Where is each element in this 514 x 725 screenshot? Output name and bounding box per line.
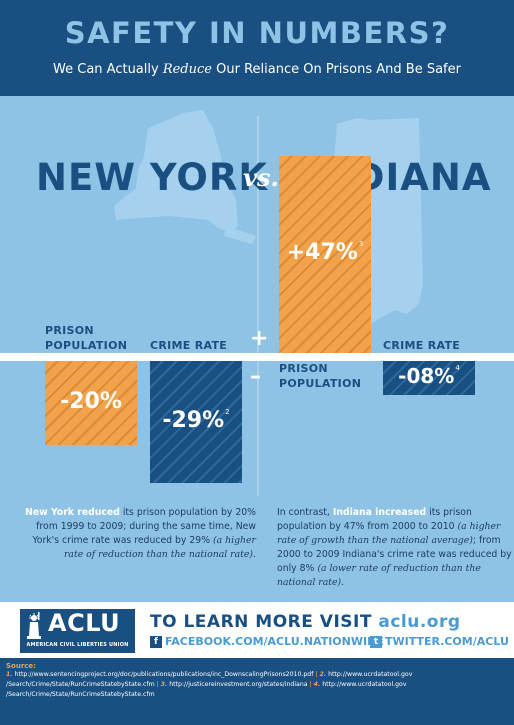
comparison-panel: NEW YORK vs. INDIANA + – PRISON POPULATI… bbox=[0, 96, 514, 602]
facebook-icon: f bbox=[150, 635, 162, 648]
twitter-icon: t bbox=[370, 635, 382, 648]
in-prison-bar: +47%3 bbox=[279, 155, 371, 353]
ny-crime-value-text: -29% bbox=[162, 407, 225, 433]
footer: ACLU AMERICAN CIVIL LIBERTIES UNION TO L… bbox=[0, 602, 514, 658]
source-line-3: /Search/Crime/State/RunCrimeStatebyState… bbox=[6, 690, 508, 700]
header: SAFETY IN NUMBERS? We Can Actually Reduc… bbox=[0, 0, 514, 96]
source-link-4-cont[interactable]: /Search/Crime/State/RunCrimeStatebyState… bbox=[6, 691, 155, 698]
new-york-map-shape bbox=[114, 110, 256, 244]
in-prison-value-text: +47% bbox=[286, 240, 358, 266]
subtitle-text: We Can Actually bbox=[53, 62, 163, 77]
plus-sign: + bbox=[250, 326, 269, 351]
source-number-2: 2. bbox=[319, 671, 327, 678]
in-italic-note-1: (a higher rate of growth than the nation… bbox=[277, 521, 501, 546]
logo-subtitle: AMERICAN CIVIL LIBERTIES UNION bbox=[26, 642, 129, 648]
learn-more-text: TO LEARN MORE VISIT aclu.org bbox=[150, 612, 461, 632]
in-crime-value: -08%4 bbox=[383, 364, 475, 388]
subtitle-emphasis: Reduce bbox=[162, 62, 212, 77]
twitter-link[interactable]: t TWITTER.COM/ACLU bbox=[370, 635, 509, 648]
aclu-logo[interactable]: ACLU AMERICAN CIVIL LIBERTIES UNION bbox=[20, 609, 135, 653]
facebook-link[interactable]: f FACEBOOK.COM/ACLU.NATIONWIDE bbox=[150, 635, 384, 648]
logo-text: ACLU bbox=[48, 609, 121, 637]
page-subtitle: We Can Actually Reduce Our Reliance On P… bbox=[0, 62, 514, 77]
ny-crime-bar: -29%2 bbox=[150, 361, 242, 483]
ny-italic-note: (a higher rate of reduction than the nat… bbox=[63, 535, 256, 560]
in-prison-label-line1: PRISON bbox=[279, 362, 328, 375]
ny-text: its prison population by 20% from 1999 t… bbox=[32, 507, 256, 546]
ny-crime-label: CRIME RATE bbox=[150, 339, 228, 352]
source-number-3: 3. bbox=[160, 681, 168, 688]
ny-prison-label: PRISON POPULATION bbox=[45, 323, 127, 353]
in-italic-note-2: (a lower rate of reduction than the nati… bbox=[277, 563, 481, 588]
sources-section: Source: 1. http://www.sentencingproject.… bbox=[0, 658, 514, 725]
statue-of-liberty-icon bbox=[27, 612, 41, 639]
in-prison-footnote: 3 bbox=[358, 240, 364, 249]
in-prison-value: +47%3 bbox=[279, 240, 371, 265]
new-york-description: New York reduced its prison population b… bbox=[18, 506, 256, 562]
in-text-2: ; from 2000 to 2009 Indiana's crime rate… bbox=[277, 535, 512, 574]
separator: | bbox=[315, 671, 318, 678]
ny-prison-value-text: -20% bbox=[60, 389, 122, 414]
minus-sign: – bbox=[250, 364, 261, 389]
in-crime-label: CRIME RATE bbox=[383, 339, 461, 352]
ny-prison-label-line1: PRISON bbox=[45, 324, 94, 337]
in-crime-bar: -08%4 bbox=[383, 361, 475, 395]
ny-prison-bar: -20% bbox=[45, 361, 137, 445]
source-number-4: 4. bbox=[313, 681, 321, 688]
facebook-url[interactable]: FACEBOOK.COM/ACLU.NATIONWIDE bbox=[165, 635, 384, 648]
in-crime-value-text: -08% bbox=[398, 363, 455, 388]
aclu-website-link[interactable]: aclu.org bbox=[378, 612, 461, 632]
ny-crime-footnote: 2 bbox=[225, 407, 230, 416]
source-link-3[interactable]: http://justicereinvestment.org/states/in… bbox=[169, 681, 308, 688]
twitter-url[interactable]: TWITTER.COM/ACLU bbox=[385, 635, 509, 648]
sources-title: Source: bbox=[6, 662, 36, 670]
source-link-1[interactable]: http://www.sentencingproject.org/doc/pub… bbox=[14, 671, 314, 678]
ny-highlight: New York reduced bbox=[25, 507, 120, 518]
subtitle-text-end: Our Reliance On Prisons And Be Safer bbox=[211, 62, 461, 77]
source-line-2: /Search/Crime/State/RunCrimeStatebyState… bbox=[6, 680, 508, 690]
in-prison-label: PRISON POPULATION bbox=[279, 361, 361, 391]
in-text: its prison population by 47% from 2000 t… bbox=[277, 507, 472, 532]
separator: | bbox=[309, 681, 312, 688]
source-link-2-cont[interactable]: /Search/Crime/State/RunCrimeStatebyState… bbox=[6, 681, 155, 688]
vs-label: vs. bbox=[243, 163, 279, 192]
in-highlight: Indiana increased bbox=[332, 507, 427, 518]
in-prison-label-line2: POPULATION bbox=[279, 377, 362, 390]
separator: | bbox=[156, 681, 159, 688]
ny-crime-value: -29%2 bbox=[150, 408, 242, 433]
in-crime-footnote: 4 bbox=[455, 363, 460, 372]
source-number-1: 1. bbox=[6, 671, 13, 678]
new-york-title: NEW YORK bbox=[36, 156, 269, 199]
in-text-start: In contrast, bbox=[277, 507, 333, 518]
source-link-4[interactable]: http://www.ucrdatatool.gov bbox=[322, 681, 407, 688]
source-line-1: 1. http://www.sentencingproject.org/doc/… bbox=[6, 670, 508, 680]
zero-axis bbox=[0, 353, 514, 361]
center-divider bbox=[257, 116, 259, 496]
indiana-description: In contrast, Indiana increased its priso… bbox=[277, 506, 514, 590]
ny-prison-value: -20% bbox=[45, 389, 137, 414]
ny-prison-label-line2: POPULATION bbox=[45, 339, 128, 352]
source-link-2[interactable]: http://www.ucrdatatool.gov bbox=[328, 671, 413, 678]
learn-more-label: TO LEARN MORE VISIT bbox=[150, 612, 379, 632]
page-title: SAFETY IN NUMBERS? bbox=[64, 16, 450, 50]
